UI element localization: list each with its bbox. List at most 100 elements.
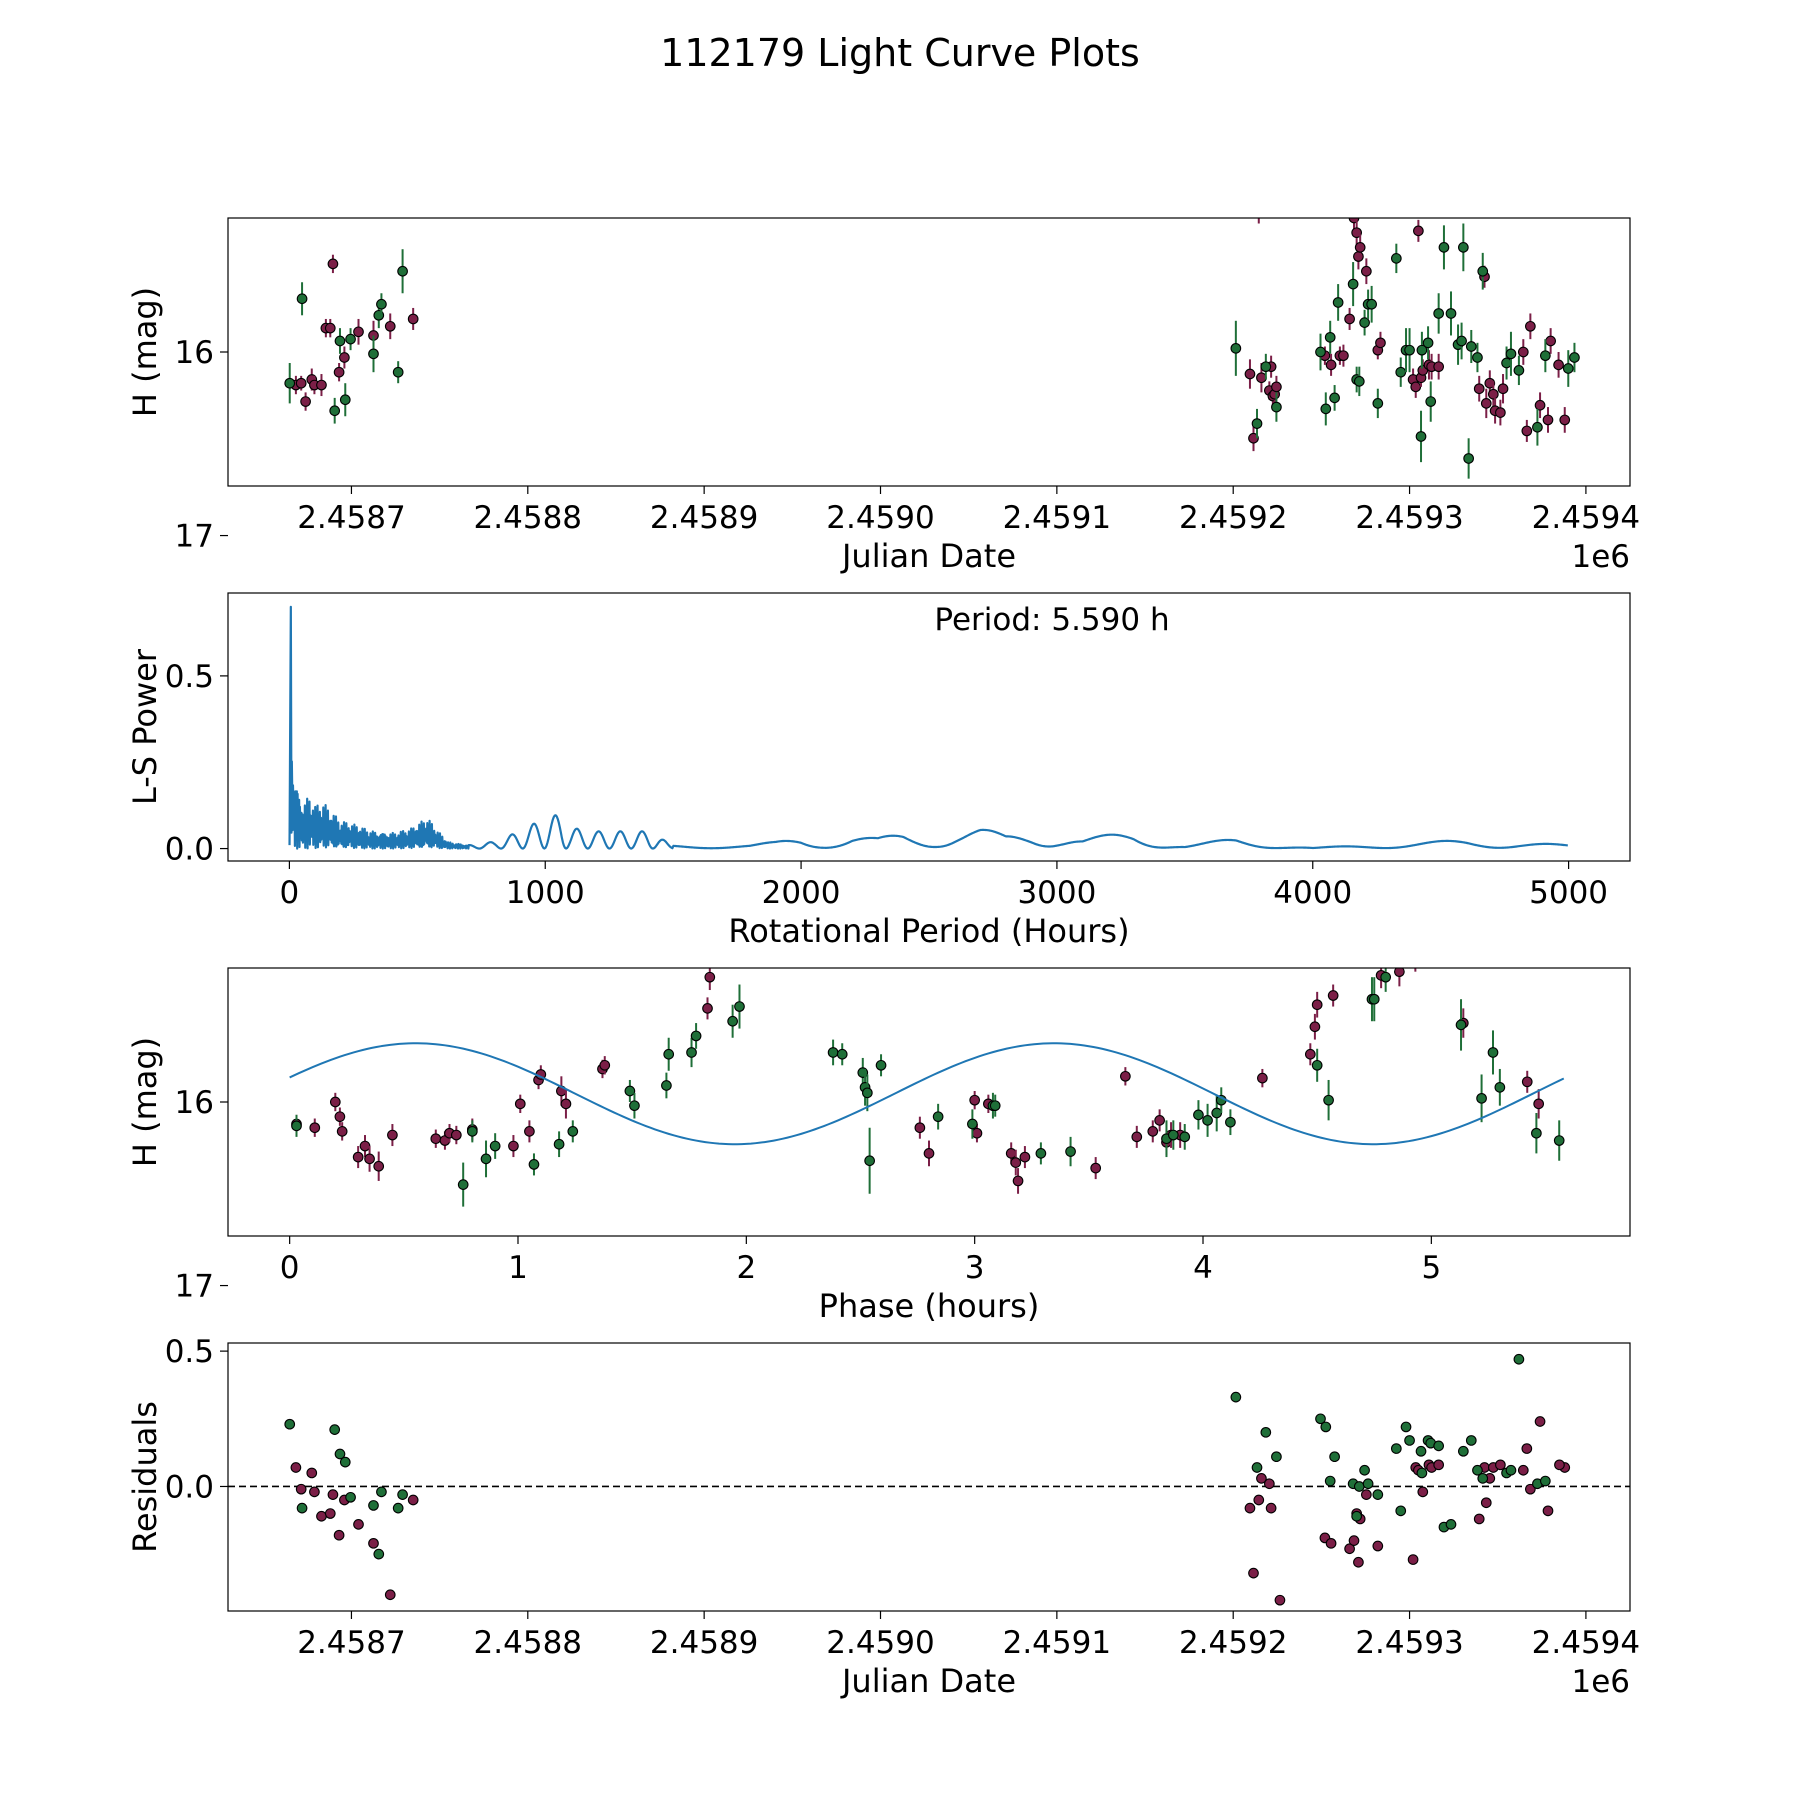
magenta-data-point	[1533, 1098, 1545, 1110]
magenta-data-point	[1012, 1175, 1024, 1187]
green-data-point	[284, 1418, 296, 1430]
x-tick-label: 2.4590	[826, 1625, 934, 1661]
green-data-point	[1415, 1445, 1427, 1457]
green-data-point	[345, 1491, 356, 1503]
green-data-point	[1368, 993, 1380, 1005]
magenta-data-point	[1372, 1540, 1384, 1552]
magenta-data-point	[1274, 1594, 1286, 1606]
green-data-point	[339, 394, 351, 406]
green-data-point	[368, 1500, 379, 1511]
green-data-point	[1463, 453, 1474, 464]
magenta-data-point	[1495, 407, 1506, 418]
magenta-data-point	[1131, 1131, 1143, 1143]
magenta-data-point	[1005, 1148, 1017, 1159]
magenta-data-point	[1542, 414, 1554, 426]
green-data-point	[397, 265, 408, 277]
green-data-point	[1225, 1116, 1236, 1128]
x-tick-label: 1	[508, 1250, 528, 1286]
green-data-point	[1359, 1464, 1370, 1476]
magenta-data-point	[407, 313, 419, 325]
x-tick-label: 2.4592	[1179, 1625, 1287, 1661]
green-data-point	[1416, 1467, 1428, 1479]
magenta-data-point	[1375, 337, 1386, 349]
magenta-data-point	[1394, 968, 1405, 978]
magenta-data-point	[1525, 1483, 1536, 1495]
x-tick-label: 4000	[1273, 875, 1352, 911]
green-data-point	[392, 366, 404, 378]
x-tick-label: 4	[1193, 1250, 1213, 1286]
magenta-data-point	[324, 1508, 336, 1519]
green-data-point	[1230, 342, 1242, 354]
magenta-data-point	[1407, 1554, 1419, 1565]
magenta-data-point	[702, 1003, 713, 1014]
green-data-point	[1035, 1148, 1047, 1159]
magenta-data-point	[560, 1098, 572, 1110]
magenta-data-point	[1010, 1157, 1022, 1168]
green-data-point	[489, 1140, 501, 1152]
magenta-data-point	[1473, 383, 1485, 395]
green-data-point	[827, 1047, 839, 1058]
magenta-data-point	[1344, 313, 1355, 325]
y-axis-label: H (mag)	[126, 287, 164, 417]
green-data-point	[686, 1047, 697, 1058]
green-data-point	[1487, 1047, 1499, 1058]
magenta-data-point	[309, 1122, 321, 1134]
green-data-point	[1329, 392, 1340, 404]
magenta-data-point	[1497, 383, 1509, 395]
green-data-point	[1415, 431, 1427, 442]
green-data-point	[861, 1087, 873, 1099]
magenta-data-point	[1275, 193, 1285, 203]
y-tick-label: 0.5	[165, 1334, 214, 1370]
magenta-data-point	[387, 1129, 398, 1141]
axes-frame	[227, 217, 1631, 487]
green-data-point	[663, 1048, 675, 1060]
magenta-data-point	[316, 379, 327, 391]
green-data-point	[1193, 1109, 1204, 1121]
magenta-data-point	[1244, 1502, 1256, 1514]
green-data-point	[690, 1030, 702, 1042]
x-tick-label: 2.4592	[1179, 500, 1287, 536]
green-data-point	[553, 1138, 565, 1150]
green-data-point	[376, 298, 387, 310]
magenta-data-point	[1090, 1162, 1102, 1174]
green-data-point	[1494, 1081, 1506, 1093]
green-data-point	[1260, 1426, 1272, 1438]
magenta-data-point	[1256, 1473, 1267, 1484]
periodogram-line	[288, 605, 1568, 850]
x-offset-label: 1e6	[1571, 1664, 1630, 1700]
x-tick-label: 2.4594	[1532, 1625, 1640, 1661]
green-data-point	[457, 1179, 469, 1190]
magenta-data-point	[1327, 990, 1339, 1001]
y-tick-label: 0.0	[165, 832, 214, 868]
y-tick-label: 17	[175, 519, 214, 555]
green-data-point	[864, 1155, 875, 1167]
magenta-data-point	[1433, 1459, 1445, 1471]
magenta-data-point	[290, 1462, 302, 1473]
green-data-point	[392, 1502, 404, 1514]
x-tick-label: 0	[280, 875, 300, 911]
magenta-data-point	[1244, 368, 1256, 380]
magenta-data-point	[1542, 1505, 1554, 1517]
x-tick-label: 2.4589	[650, 500, 758, 536]
magenta-data-point	[1271, 381, 1282, 393]
magenta-data-point	[1257, 1072, 1268, 1084]
magenta-data-point	[1351, 227, 1363, 239]
x-tick-label: 2.4590	[826, 500, 934, 536]
green-data-point	[1251, 1462, 1263, 1473]
light-curve-axes: 2.4587 2.4588 2.4589 2.4590 2.4591 2.4592 2.45…	[126, 193, 1640, 575]
green-data-point	[329, 405, 341, 417]
green-data-point	[1540, 350, 1551, 362]
green-data-point	[567, 1126, 579, 1137]
magenta-data-point	[1495, 1459, 1506, 1471]
green-data-point	[373, 1548, 385, 1560]
magenta-data-point	[295, 1483, 307, 1495]
green-data-point	[1372, 1489, 1384, 1500]
green-data-point	[1404, 1435, 1415, 1446]
periodogram-axes: 0 1000 2000 3000 4000 5000 0.0 0.5 Rotational Pe…	[126, 592, 1631, 950]
magenta-data-point	[1484, 377, 1496, 389]
magenta-data-point	[1559, 414, 1571, 426]
y-tick-label: 16	[175, 1085, 214, 1121]
magenta-data-point	[1521, 1443, 1533, 1454]
x-tick-label: 2	[736, 1250, 756, 1286]
